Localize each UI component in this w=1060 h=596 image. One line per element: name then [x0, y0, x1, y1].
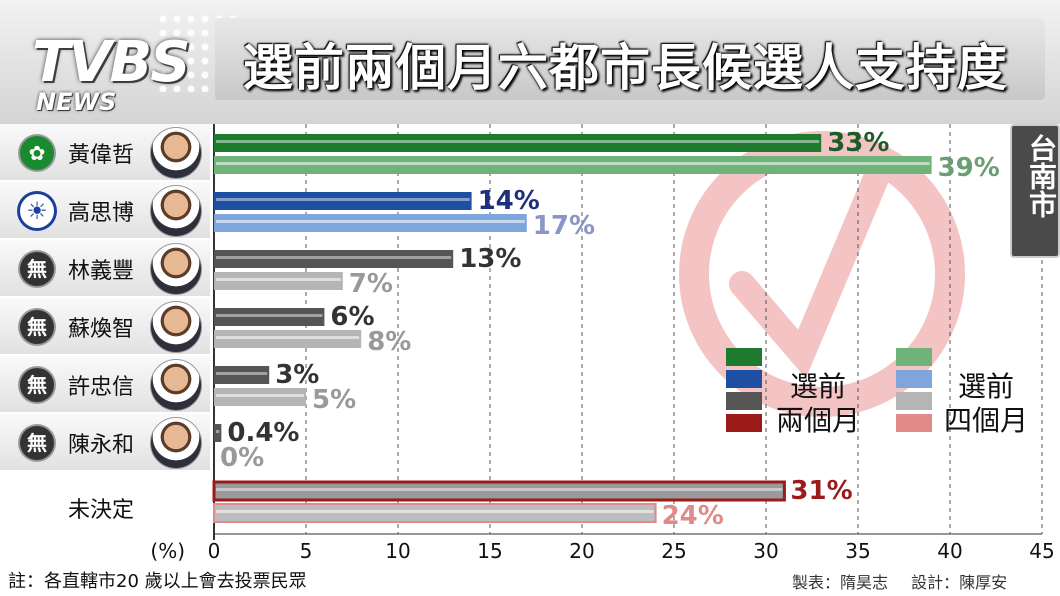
candidate-name: 黃偉哲 — [68, 143, 135, 168]
independent-badge: 無 — [20, 368, 54, 402]
bar-recent-shine — [216, 198, 470, 201]
data-label-recent: 31% — [790, 476, 852, 506]
undecided-label: 未決定 — [68, 498, 135, 523]
data-label-earlier: 8% — [367, 327, 411, 357]
data-label-recent: 6% — [330, 302, 374, 332]
bar-recent — [214, 134, 822, 152]
independent-badge: 無 — [20, 426, 54, 460]
candidate-photo — [150, 301, 202, 353]
bar-recent — [214, 192, 472, 210]
candidate-name: 高思博 — [68, 201, 135, 226]
page-title: 選前兩個月六都市長候選人支持度 — [243, 39, 1008, 97]
data-label-earlier: 39% — [938, 153, 1000, 183]
footnote: 註：各直轄市20 歲以上會去投票民眾 — [8, 571, 307, 592]
candidate-name: 許忠信 — [68, 375, 135, 400]
candidate-row-2: ☀ 高思博 — [0, 182, 210, 240]
bar-recent-shine — [216, 372, 268, 375]
logo-sub-text: NEWS — [36, 88, 117, 116]
credit-maker: 製表：隋昊志 — [792, 573, 889, 592]
x-tick-label: 20 — [569, 539, 594, 563]
x-tick-label: 40 — [937, 539, 962, 563]
bar-recent — [214, 366, 270, 384]
candidate-row-6: 無 陳永和 — [0, 414, 210, 472]
bar-earlier-shine — [216, 510, 654, 513]
bar-earlier-shine — [216, 394, 304, 397]
data-label-recent: 13% — [459, 244, 521, 274]
legend-swatches — [726, 348, 932, 432]
x-axis-label: (%) — [150, 539, 185, 563]
x-tick-label: 0 — [208, 539, 221, 563]
bar-recent — [214, 308, 325, 326]
x-tick-label: 45 — [1029, 539, 1054, 563]
candidate-row-3: 無 林義豐 — [0, 240, 210, 298]
city-tag: 台南市 — [1010, 124, 1060, 258]
data-label-recent: 33% — [827, 128, 889, 158]
independent-badge: 無 — [20, 310, 54, 344]
title-banner: 選前兩個月六都市長候選人支持度 — [215, 18, 1045, 100]
bar-earlier-shine — [216, 162, 930, 165]
legend-swatch-recent — [726, 348, 762, 432]
bar-earlier-shine — [216, 220, 525, 223]
data-label-earlier: 24% — [662, 501, 724, 531]
x-tick-label: 35 — [845, 539, 870, 563]
x-tick-label: 25 — [661, 539, 686, 563]
undecided-row: 未決定 — [0, 476, 210, 536]
candidate-name: 陳永和 — [68, 433, 135, 458]
x-tick-label: 10 — [385, 539, 410, 563]
candidate-photo — [150, 417, 202, 469]
data-label-earlier: 17% — [533, 211, 595, 241]
bar-recent-shine — [216, 256, 452, 259]
data-label-recent: 3% — [275, 360, 319, 390]
bar-recent — [214, 424, 222, 442]
x-tick-label: 15 — [477, 539, 502, 563]
candidate-photo — [150, 243, 202, 295]
legend-label-recent: 選前 兩個月 — [775, 370, 860, 437]
bar-recent-shine — [216, 430, 220, 433]
candidate-photo — [150, 185, 202, 237]
bar-recent-shine — [216, 488, 783, 491]
vote-mark-watermark — [679, 131, 965, 417]
candidate-photo — [150, 127, 202, 179]
bar-earlier-shine — [216, 278, 341, 281]
credit-design: 設計：陳厚安 — [911, 573, 1008, 592]
bar-recent — [214, 250, 454, 268]
bar-recent — [212, 480, 786, 502]
data-label-earlier: 0% — [220, 443, 264, 473]
independent-badge: 無 — [20, 252, 54, 286]
data-label-earlier: 5% — [312, 385, 356, 415]
logo-main-text: TVBS — [32, 30, 191, 95]
data-label-earlier: 7% — [349, 269, 393, 299]
x-tick-label: 5 — [300, 539, 313, 563]
data-label-recent: 14% — [478, 186, 540, 216]
credits: 製表：隋昊志 設計：陳厚安 — [792, 569, 1025, 593]
candidate-row-5: 無 許忠信 — [0, 356, 210, 414]
candidate-name: 蘇煥智 — [68, 317, 135, 342]
candidate-row-1: ✿ 黃偉哲 — [0, 124, 210, 182]
candidate-photo — [150, 359, 202, 411]
x-tick-label: 30 — [753, 539, 778, 563]
bar-earlier-shine — [216, 336, 360, 339]
bar-recent-shine — [216, 314, 323, 317]
legend-label-earlier: 選前 四個月 — [943, 370, 1028, 437]
kmt-party-icon: ☀ — [20, 194, 54, 228]
bar-recent-shine — [216, 140, 820, 143]
candidate-name: 林義豐 — [68, 259, 135, 284]
city-label: 台南市 — [1025, 134, 1058, 218]
header-band: TVBS NEWS 選前兩個月六都市長候選人支持度 — [0, 0, 1060, 124]
dpp-party-icon: ✿ — [20, 136, 54, 170]
data-label-recent: 0.4% — [227, 418, 299, 448]
legend-swatch-earlier — [896, 348, 932, 432]
candidate-row-4: 無 蘇煥智 — [0, 298, 210, 356]
